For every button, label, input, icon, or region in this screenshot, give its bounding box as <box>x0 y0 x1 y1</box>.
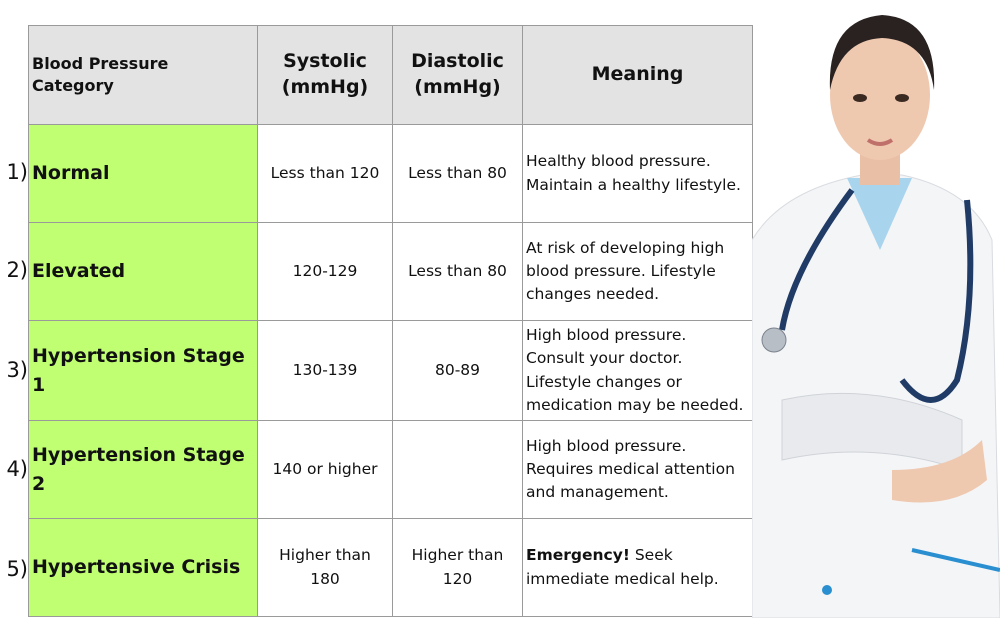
row-number: 1) <box>6 160 28 184</box>
header-meaning: Meaning <box>522 25 753 125</box>
blood-pressure-table: Blood Pressure Category Systolic (mmHg) … <box>28 25 753 617</box>
diastolic-cell: Less than 80 <box>392 124 523 223</box>
systolic-cell: Less than 120 <box>257 124 393 223</box>
meaning-text: Healthy blood pressure. Maintain a healt… <box>526 152 741 194</box>
meaning-cell: Healthy blood pressure. Maintain a healt… <box>522 124 753 223</box>
doctor-illustration <box>752 15 1000 618</box>
category-cell: Hypertensive Crisis <box>28 518 258 617</box>
table-row: Hypertension Stage 1 130-139 80-89 High … <box>28 320 753 421</box>
meaning-cell: At risk of developing high blood pressur… <box>522 222 753 321</box>
table-row: Normal Less than 120 Less than 80 Health… <box>28 124 753 223</box>
meaning-text: Seek immediate medical help. <box>526 546 719 588</box>
header-diastolic: Diastolic (mmHg) <box>392 25 523 125</box>
row-number: 4) <box>6 457 28 481</box>
systolic-cell: Higher than 180 <box>257 518 393 617</box>
systolic-cell: 130-139 <box>257 320 393 421</box>
category-cell: Normal <box>28 124 258 223</box>
systolic-cell: 120-129 <box>257 222 393 321</box>
category-cell: Elevated <box>28 222 258 321</box>
diastolic-cell <box>392 420 523 519</box>
row-number: 5) <box>6 557 28 581</box>
meaning-cell: Emergency! Seek immediate medical help. <box>522 518 753 617</box>
row-number: 3) <box>6 358 28 382</box>
meaning-text: High blood pressure. Consult your doctor… <box>526 326 744 414</box>
meaning-cell: High blood pressure. Consult your doctor… <box>522 320 753 421</box>
meaning-emphasis: Emergency! <box>526 546 630 565</box>
meaning-text: At risk of developing high blood pressur… <box>526 238 725 304</box>
diastolic-cell: Higher than 120 <box>392 518 523 617</box>
row-number: 2) <box>6 258 28 282</box>
table-row: Hypertension Stage 2 140 or higher High … <box>28 420 753 519</box>
table-row: Hypertensive Crisis Higher than 180 High… <box>28 518 753 617</box>
meaning-cell: High blood pressure. Requires medical at… <box>522 420 753 519</box>
header-category: Blood Pressure Category <box>28 25 258 125</box>
systolic-cell: 140 or higher <box>257 420 393 519</box>
diastolic-cell: Less than 80 <box>392 222 523 321</box>
category-cell: Hypertension Stage 1 <box>28 320 258 421</box>
category-cell: Hypertension Stage 2 <box>28 420 258 519</box>
table-row: Elevated 120-129 Less than 80 At risk of… <box>28 222 753 321</box>
header-systolic: Systolic (mmHg) <box>257 25 393 125</box>
meaning-text: High blood pressure. Requires medical at… <box>526 436 735 502</box>
diastolic-cell: 80-89 <box>392 320 523 421</box>
header-row: Blood Pressure Category Systolic (mmHg) … <box>28 25 753 125</box>
